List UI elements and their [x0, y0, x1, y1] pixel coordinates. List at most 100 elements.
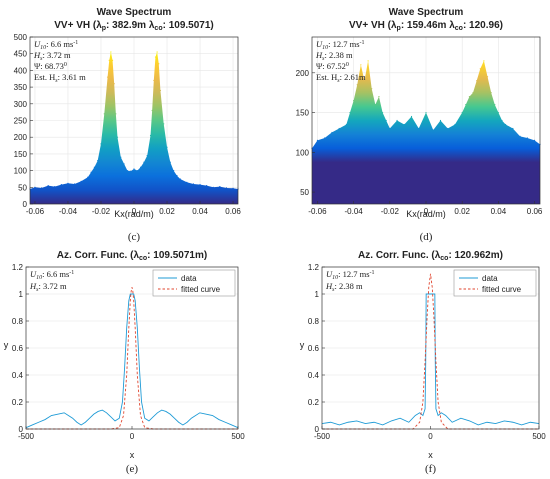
annotation-text: Est. Hs: 2.61m: [316, 72, 366, 84]
spectrum-point: [447, 127, 449, 130]
spectrum-point: [186, 181, 188, 183]
spectrum-point: [225, 187, 228, 189]
spectrum-point: [120, 156, 122, 158]
panel-caption: (e): [126, 463, 139, 475]
legend-box: [152, 269, 236, 297]
x-axis-label: x: [130, 450, 135, 460]
annotation-part: Est. H: [316, 72, 337, 82]
spectrum-point: [454, 123, 456, 126]
spectrum-point: [505, 123, 507, 126]
title-part: λ: [449, 20, 455, 31]
annotation-part: : 2.38 m: [334, 281, 362, 291]
legend-label: data: [181, 274, 197, 283]
x-tick-label: 0: [130, 432, 135, 441]
annotation-part: Ψ: [34, 61, 41, 71]
annotation-part: H: [315, 50, 323, 60]
spectrum-point: [356, 84, 358, 86]
title-part: co: [455, 25, 463, 32]
annotation-text: Hs: 3.72 m: [29, 281, 67, 293]
spectrum-point: [385, 119, 387, 122]
title-part: λ: [435, 250, 441, 261]
y-tick-label: 0: [315, 425, 320, 434]
y-tick-label: 0: [23, 200, 28, 209]
y-tick-label: 500: [14, 33, 28, 42]
x-tick-label: 0: [132, 207, 137, 216]
title-part: Az. Corr. Func. (: [57, 250, 134, 261]
title-part: Az. Corr. Func. (: [358, 250, 435, 261]
annotation-part: : 67.52: [322, 61, 346, 71]
spectrum-point: [206, 185, 208, 187]
spectrum-point: [47, 185, 49, 187]
y-axis-label: y: [4, 340, 9, 350]
spectrum-point: [60, 184, 62, 186]
title-part: λ: [96, 20, 102, 31]
annotation-part: U: [30, 269, 37, 279]
x-tick-label: -0.06: [308, 207, 327, 216]
data-line: [321, 293, 540, 426]
spectrum-point: [219, 186, 221, 188]
spectrum-point: [486, 76, 489, 78]
spectrum-point: [353, 100, 355, 102]
x-tick-label: 0.02: [159, 207, 175, 216]
spectrum-point: [80, 180, 82, 182]
spectrum-point: [179, 178, 181, 180]
y-tick-label: 0.8: [12, 317, 24, 326]
y-tick-label: 1.2: [308, 263, 320, 272]
annotation-part: s: [322, 56, 325, 62]
spectrum-point: [67, 182, 69, 184]
y-tick-label: 1: [315, 290, 320, 299]
annotation-part: : 12.7 ms: [338, 269, 369, 279]
title-part: : 109.5071): [163, 20, 214, 31]
y-tick-label: 0.2: [12, 398, 24, 407]
annotation-text: Est. Hs: 3.61 m: [34, 72, 86, 84]
annotation-part: 0: [64, 62, 67, 68]
spectrum-area: [30, 52, 238, 204]
y-tick-label: 300: [14, 100, 28, 109]
title-part: : 382.9m: [106, 20, 149, 31]
spectrum-point: [100, 143, 102, 145]
fitted-curve-line: [322, 273, 539, 430]
x-tick-label: -0.04: [345, 207, 364, 216]
spectrum-point: [136, 170, 138, 172]
spectrum-point: [345, 123, 347, 126]
x-tick-label: -0.02: [92, 207, 111, 216]
spectrum-point: [111, 59, 114, 61]
spectrum-point: [156, 51, 158, 53]
spectrum-point: [103, 113, 105, 115]
y-tick-label: 0.6: [308, 344, 320, 353]
spectrum-point: [490, 92, 492, 94]
x-tick-label: 500: [532, 432, 546, 441]
annotation-part: Ψ: [316, 61, 323, 71]
spectrum-point: [151, 109, 153, 112]
title-part: : 120.96): [463, 20, 503, 31]
y-tick-label: 400: [14, 66, 28, 75]
spectrum-point: [106, 76, 109, 78]
annotation-part: s: [337, 78, 340, 84]
annotation-part: U: [316, 39, 323, 49]
legend-label: fitted curve: [482, 285, 522, 294]
chart-subtitle: VV+ VH (λp: 159.46m λco: 120.96): [349, 20, 503, 32]
annotation-text: U10: 12.7 ms-1: [316, 39, 365, 51]
annotation-text: Hs: 2.38 m: [325, 281, 363, 293]
spectrum-point: [476, 80, 478, 82]
spectrum-point: [461, 111, 463, 114]
fitted-curve-line: [26, 287, 238, 430]
spectrum-point: [519, 135, 521, 138]
annotation-text: Hs: 2.38 m: [315, 50, 353, 62]
x-axis-label: Kx(rad/m): [114, 209, 154, 219]
annotation-part: s: [332, 287, 335, 293]
spectrum-point: [176, 175, 178, 177]
annotation-part: : 6.6 ms: [42, 269, 69, 279]
title-part: λ: [149, 20, 155, 31]
annotation-part: -1: [73, 40, 78, 46]
title-part: λ: [391, 20, 397, 31]
annotation-part: : 3.61 m: [58, 72, 86, 82]
spectrum-point: [212, 186, 214, 188]
spectrum-point: [149, 134, 152, 137]
title-part: co: [440, 255, 448, 262]
annotation-part: U: [34, 39, 41, 49]
annotation-part: s: [36, 287, 39, 293]
annotation-text: Ψ: 67.520: [316, 61, 349, 71]
spectrum-point: [360, 64, 362, 66]
